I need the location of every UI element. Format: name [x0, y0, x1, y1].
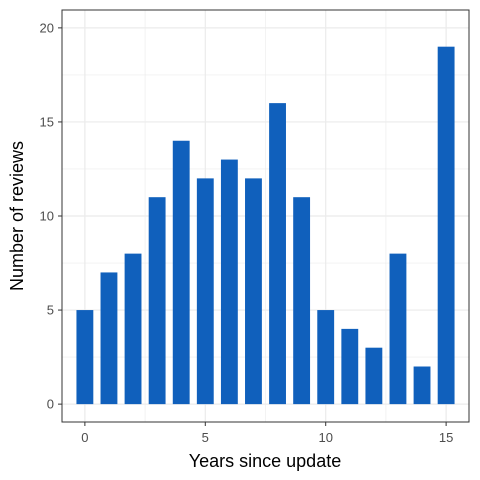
y-axis-ticks: 0 5 10 15 20: [40, 20, 62, 412]
y-tick-label: 0: [47, 397, 54, 412]
bar-14: [413, 366, 431, 405]
bars: [76, 46, 455, 405]
x-tick-label: 15: [439, 430, 453, 445]
x-axis-ticks: 0 5 10 15: [81, 422, 453, 445]
bar-12: [365, 347, 383, 405]
y-axis-title: Number of reviews: [7, 141, 27, 291]
bar-6: [220, 159, 238, 405]
bar-0: [76, 310, 94, 405]
bar-7: [245, 178, 262, 405]
bar-3: [148, 197, 166, 405]
bar-2: [124, 253, 142, 405]
bar-13: [389, 253, 407, 405]
y-tick-label: 10: [40, 209, 54, 224]
y-tick-label: 20: [40, 20, 54, 35]
bar-9: [293, 197, 311, 405]
bar-4: [172, 140, 190, 405]
x-axis-title: Years since update: [189, 451, 341, 471]
bar-11: [341, 328, 359, 405]
bar-15: [437, 46, 455, 405]
bar-10: [317, 310, 335, 405]
y-tick-label: 5: [47, 303, 54, 318]
x-tick-label: 10: [318, 430, 332, 445]
bar-8: [269, 103, 286, 405]
bar-1: [100, 272, 118, 405]
x-tick-label: 5: [202, 430, 209, 445]
x-tick-label: 0: [81, 430, 88, 445]
y-tick-label: 15: [40, 114, 54, 129]
bar-5: [196, 178, 214, 405]
